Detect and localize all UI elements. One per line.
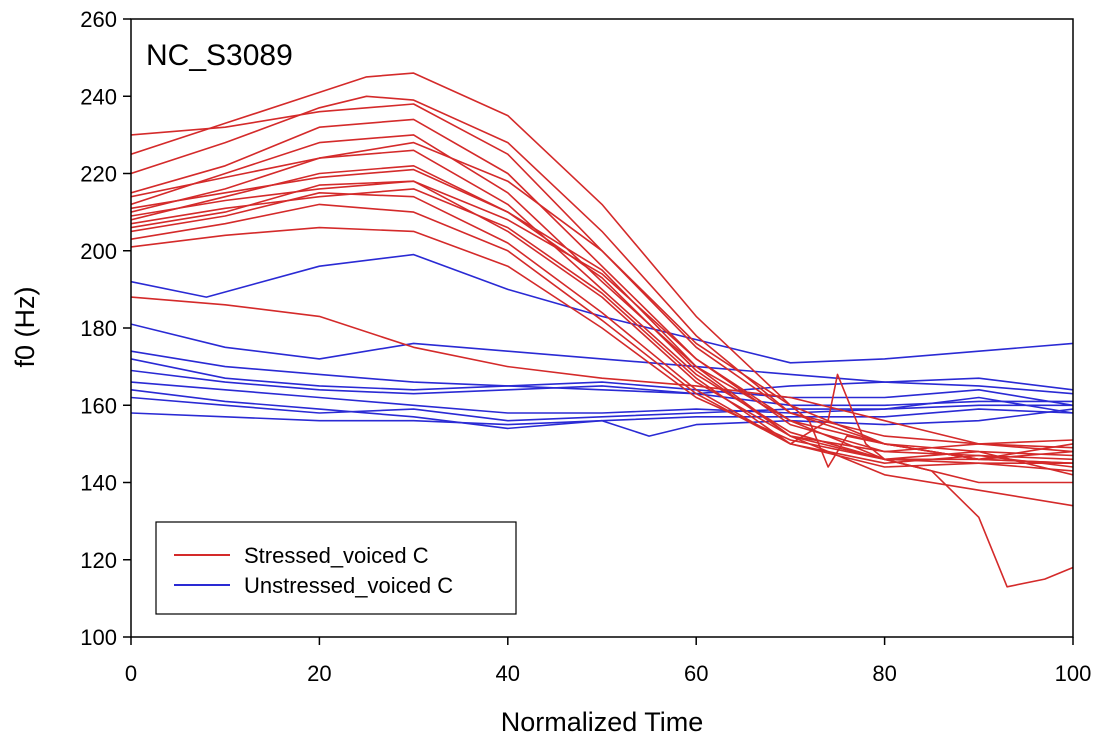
stressed-series-line-15 [131,296,1073,453]
legend-label-stressed: Stressed_voiced C [244,543,429,568]
stressed-series-line-14 [131,188,1073,588]
unstressed-series-line-20 [131,369,1073,407]
legend-label-unstressed: Unstressed_voiced C [244,573,453,598]
x-tick-label: 80 [872,661,896,686]
x-tick-label: 20 [307,661,331,686]
stressed-series-line-9 [131,203,1073,468]
unstressed-series-line-16 [131,253,1073,364]
y-tick-label: 120 [80,548,117,573]
legend: Stressed_voiced C Unstressed_voiced C [155,521,517,615]
unstressed-series-line-17 [131,323,1073,395]
y-tick-label: 240 [80,84,117,109]
y-axis-title: f0 (Hz) [10,287,40,368]
x-tick-label: 40 [496,661,520,686]
unstressed-series-line-19 [131,358,1073,407]
y-tick-label: 160 [80,393,117,418]
y-tick-label: 180 [80,316,117,341]
ticks-layer: 0 20 40 60 80 100 100 120 140 160 180 200 220 240 260 [80,7,1091,686]
x-axis-title: Normalized Time [501,707,704,737]
stressed-series-line-3 [131,118,1073,461]
unstressed-series-line-21 [131,381,1073,414]
unstressed-series-line-23 [131,396,1073,422]
unstressed-series-line-18 [131,350,1073,395]
stressed-series-line-6 [131,165,1073,461]
x-tick-label: 100 [1055,661,1092,686]
legend-box [155,521,517,615]
stressed-series-line-13 [131,168,1073,507]
chart-title: NC_S3089 [146,39,293,72]
stressed-series-line-10 [131,226,1073,476]
y-tick-label: 140 [80,471,117,496]
y-tick-label: 100 [80,625,117,650]
y-tick-label: 200 [80,239,117,264]
x-tick-label: 60 [684,661,708,686]
stressed-series-line-12 [131,141,1073,468]
y-tick-label: 220 [80,162,117,187]
y-tick-label: 260 [80,7,117,32]
series-layer [131,72,1073,588]
x-tick-label: 0 [125,661,137,686]
